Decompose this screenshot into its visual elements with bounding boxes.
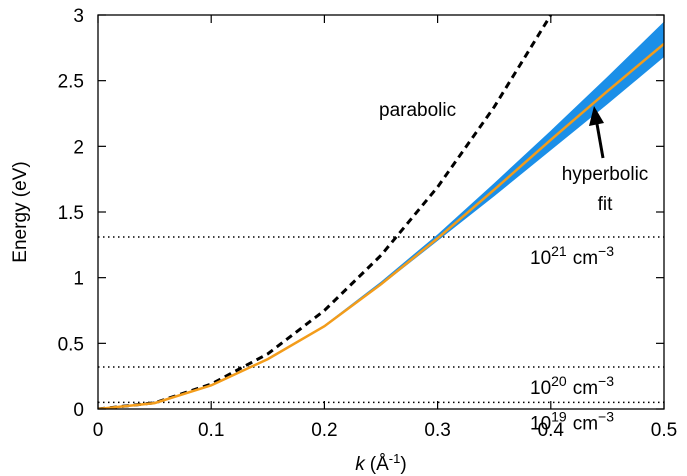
label-part: cm: [573, 413, 598, 434]
y-tick-label: 0.5: [58, 334, 84, 355]
y-tick-label: 1.5: [58, 203, 84, 224]
x-tick-label: 0: [93, 420, 104, 441]
x-tick-label: 0.5: [651, 420, 677, 441]
y-tick-label: 0: [73, 400, 84, 421]
label-part: 10: [530, 378, 551, 399]
x-tick-label: 0.2: [311, 420, 337, 441]
series-line: [98, 42, 664, 409]
label-part: −3: [598, 408, 614, 424]
arrow-head: [589, 106, 604, 126]
x-tick-label: 0.4: [538, 420, 565, 441]
plot: [98, 15, 664, 409]
reference-label: 1019 cm−3: [530, 408, 614, 434]
y-axis-label: Energy (eV): [10, 161, 31, 262]
label-part: k: [355, 454, 366, 475]
arrow-shaft: [595, 123, 605, 159]
x-tick-label: 0.3: [424, 420, 450, 441]
annotation: fit: [598, 194, 614, 215]
x-tick-label: 0.1: [198, 420, 224, 441]
label-part: 10: [530, 248, 551, 269]
reference-label: 1020 cm−3: [530, 373, 614, 399]
label-part: (Å: [370, 454, 389, 475]
plot-frame: [97, 14, 665, 410]
x-axis-label: k (Å-1): [355, 451, 406, 475]
label-part: −3: [598, 373, 614, 389]
label-part: -1: [389, 451, 401, 466]
label-part: 20: [551, 373, 567, 389]
series-line: [98, 15, 553, 409]
annotation: hyperbolic: [562, 164, 649, 185]
y-tick-label: 1: [73, 269, 84, 290]
label-part: cm: [573, 248, 598, 269]
label-part: −3: [598, 243, 614, 259]
y-tick-label: 2: [73, 137, 84, 158]
label-part: ): [400, 454, 406, 475]
label-part: 21: [551, 243, 567, 259]
y-tick-label: 2.5: [58, 72, 84, 93]
label-part: cm: [573, 378, 598, 399]
label-part: 19: [551, 408, 567, 424]
annotation: parabolic: [379, 100, 456, 121]
label-part: 10: [530, 413, 551, 434]
reference-label: 1021 cm−3: [530, 243, 614, 269]
y-tick-label: 3: [73, 6, 84, 27]
